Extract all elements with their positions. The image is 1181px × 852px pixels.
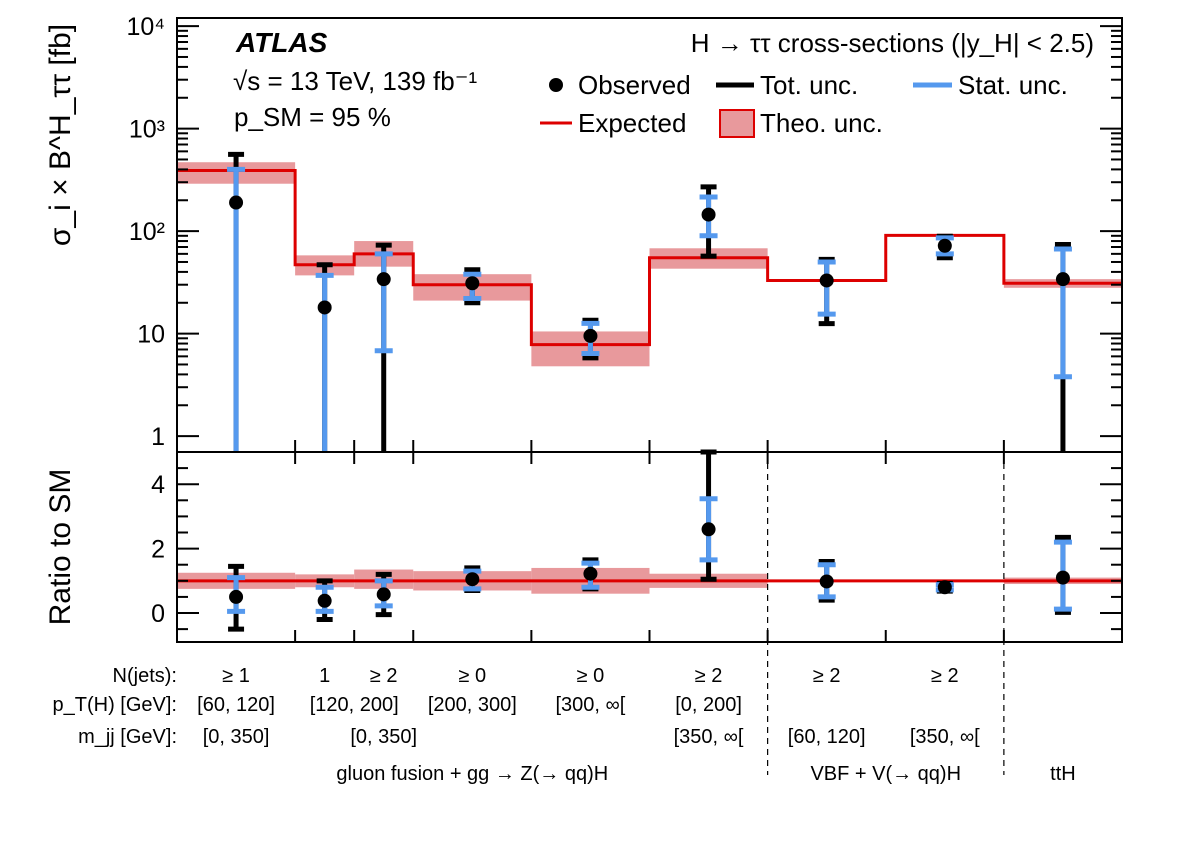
energy-lumi-label: √s = 13 TeV, 139 fb⁻¹ <box>233 66 477 96</box>
observed-points <box>229 195 1070 608</box>
upper-ytick-label-4: 10⁴ <box>126 13 165 41</box>
theory-bands <box>177 162 1122 594</box>
pt-label-0: [60, 120] <box>197 694 275 716</box>
pt-label-3: [300, ∞[ <box>556 694 626 716</box>
legend-observed-marker <box>549 78 563 92</box>
chart-title: H → ττ cross-sections (|y_H| < 2.5) <box>691 28 1094 58</box>
mjj-label-4: [350, ∞[ <box>910 726 980 748</box>
stat-unc-upper-2 <box>374 251 393 354</box>
observed-point-lower-8 <box>1055 570 1070 585</box>
lower-ytick-label-0: 0 <box>151 600 165 628</box>
group-label-1: VBF + V(→ qq)H <box>810 763 961 785</box>
legend-theo-unc-label: Theo. unc. <box>760 108 883 138</box>
observed-point-upper-5 <box>701 207 716 222</box>
njets-label-3: ≥ 0 <box>458 665 486 687</box>
observed-point-upper-1 <box>317 300 332 315</box>
observed-point-lower-0 <box>229 589 244 604</box>
stat-unc-upper-0 <box>227 166 246 452</box>
njets-label-7: ≥ 2 <box>931 665 959 687</box>
axis-ticks: 1 10 10² 10³ 10⁴ 0 2 4 <box>126 13 1122 642</box>
pt-label-4: [0, 200] <box>675 694 742 716</box>
row-label-mjj: m_jj [GeV]: <box>78 726 177 748</box>
lower-y-axis-label: Ratio to SM <box>44 469 77 626</box>
njets-label-0: ≥ 1 <box>222 665 250 687</box>
observed-point-lower-2 <box>376 587 391 602</box>
expected-lines <box>177 169 1122 583</box>
legend-theo-unc-marker <box>719 109 755 138</box>
observed-point-upper-3 <box>465 276 480 291</box>
row-label-pt: p_T(H) [GeV]: <box>53 694 177 716</box>
pt-label-1: [120, 200] <box>310 694 399 716</box>
observed-point-lower-1 <box>317 593 332 608</box>
error-bars <box>227 151 1072 632</box>
text-labels: σ_i × B^H_ττ [fb] Ratio to SM ATLAS √s = 13… <box>44 24 1094 625</box>
upper-ytick-label-2: 10² <box>129 218 165 246</box>
mjj-label-1: [0, 350] <box>350 726 417 748</box>
lower-ytick-label-1: 2 <box>151 536 165 564</box>
upper-y-axis-label: σ_i × B^H_ττ [fb] <box>44 24 77 246</box>
row-label-njets: N(jets): <box>113 665 177 687</box>
observed-point-upper-2 <box>376 272 391 287</box>
legend-tot-unc-label: Tot. unc. <box>760 70 858 100</box>
observed-point-upper-7 <box>937 238 952 253</box>
observed-point-lower-7 <box>937 580 952 595</box>
observed-point-lower-5 <box>701 522 716 537</box>
legend: Observed Tot. unc. Stat. unc. Expected Theo.… <box>540 70 1068 138</box>
stat-unc-upper-6 <box>817 259 836 317</box>
upper-ytick-label-1: 10 <box>137 321 165 349</box>
njets-label-1: 1 <box>319 665 330 687</box>
pt-label-2: [200, 300] <box>428 694 517 716</box>
atlas-label: ATLAS <box>235 27 328 58</box>
legend-expected-label: Expected <box>578 108 686 138</box>
mjj-label-3: [60, 120] <box>788 726 866 748</box>
legend-stat-unc-label: Stat. unc. <box>958 70 1068 100</box>
legend-observed-label: Observed <box>578 70 691 100</box>
stat-unc-upper-8 <box>1053 246 1072 380</box>
njets-label-2: ≥ 2 <box>370 665 398 687</box>
observed-point-upper-4 <box>583 328 598 343</box>
observed-point-lower-3 <box>465 572 480 587</box>
mjj-label-0: [0, 350] <box>203 726 270 748</box>
bin-labels: N(jets): p_T(H) [GeV]: m_jj [GeV]: ≥ 1 1 ≥ 2 ≥… <box>53 665 1076 785</box>
observed-point-upper-6 <box>819 273 834 288</box>
mjj-label-2: [350, ∞[ <box>674 726 744 748</box>
lower-ytick-label-2: 4 <box>151 471 165 499</box>
group-label-2: ttH <box>1050 763 1076 785</box>
observed-point-lower-4 <box>583 566 598 581</box>
njets-label-4: ≥ 0 <box>577 665 605 687</box>
observed-point-upper-8 <box>1055 272 1070 287</box>
group-label-0: gluon fusion + gg → Z(→ qq)H <box>336 763 608 785</box>
njets-label-5: ≥ 2 <box>695 665 723 687</box>
observed-point-upper-0 <box>229 195 244 210</box>
p-sm-label: p_SM = 95 % <box>234 102 391 132</box>
observed-point-lower-6 <box>819 574 834 589</box>
upper-ytick-label-3: 10³ <box>129 116 165 144</box>
njets-label-6: ≥ 2 <box>813 665 841 687</box>
upper-ytick-label-0: 1 <box>151 423 165 451</box>
